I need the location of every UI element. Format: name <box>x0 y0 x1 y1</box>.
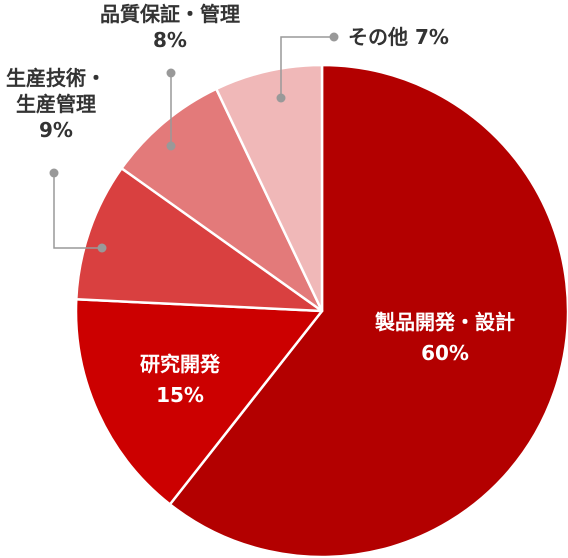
slice-percent: 15% <box>156 383 204 407</box>
leader-other <box>280 36 334 98</box>
slice-product-development <box>168 63 568 558</box>
slice-name-line2: 生産管理 <box>16 92 96 116</box>
slice-research <box>74 298 324 506</box>
slice-name: 製品開発・設計 <box>375 310 515 334</box>
slice-name-line1: 生産技術・ <box>6 66 106 90</box>
leader-quality-start-dot <box>166 141 176 151</box>
slice-name: 品質保証・管理 <box>100 2 240 26</box>
slice-name: 研究開発 <box>140 352 220 376</box>
slice-percent: 60% <box>421 341 469 365</box>
slice-production <box>75 167 324 313</box>
leader-production-start-dot <box>97 243 107 253</box>
leader-production <box>53 173 102 249</box>
slice-name: その他 <box>348 25 408 49</box>
leader-other-end-dot <box>329 32 339 42</box>
slice-label-quality: 品質保証・管理 8% <box>70 1 270 53</box>
slice-percent: 9% <box>39 118 73 142</box>
leader-production-end-dot <box>49 168 59 178</box>
slice-label-other: その他 7% <box>348 24 488 50</box>
slice-other <box>215 63 324 313</box>
slice-label-research: 研究開発 15% <box>120 349 240 411</box>
slice-label-production: 生産技術・ 生産管理 9% <box>0 65 112 143</box>
slice-percent: 8% <box>153 28 187 52</box>
leader-other-start-dot <box>276 93 286 103</box>
leader-quality-end-dot <box>166 68 176 78</box>
slice-label-product-development: 製品開発・設計 60% <box>352 307 538 369</box>
slice-percent: 7% <box>414 25 449 49</box>
